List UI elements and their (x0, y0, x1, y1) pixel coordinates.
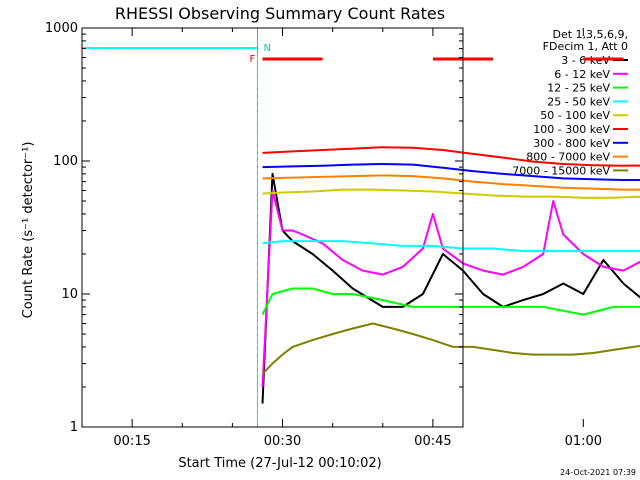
series-line-25-50 (262, 240, 640, 253)
series-line-12-25 (261, 287, 640, 316)
legend-header-line-1: Det 1,3,5,6,9, (552, 28, 628, 41)
night-label: N (263, 43, 270, 54)
series-line-300-800 (262, 163, 640, 181)
chart-title: RHESSI Observing Summary Count Rates (115, 4, 445, 23)
series-line-6-12 (261, 189, 640, 388)
legend-entry-label: 300 - 800 keV (533, 137, 610, 150)
x-tick-label: 00:30 (264, 434, 301, 449)
legend-entry-label: 100 - 300 keV (533, 123, 610, 136)
legend-entry-label: 6 - 12 keV (554, 68, 610, 81)
legend-entry-label: 12 - 25 keV (547, 82, 610, 95)
series-line-3-6 (261, 172, 640, 404)
y-tick-label: 1 (70, 420, 78, 435)
series-line-800-7000 (262, 174, 640, 191)
timestamp: 24-Oct-2021 07:39 (560, 468, 636, 477)
y-tick-label: 1000 (45, 21, 78, 36)
x-axis-label: Start Time (27-Jul-12 00:10:02) (178, 456, 381, 471)
y-axis-label: Count Rate (s⁻¹ detector⁻¹) (21, 142, 36, 319)
legend-header-line-2: FDecim 1, Att 0 (543, 40, 628, 53)
x-tick-label: 01:00 (565, 434, 602, 449)
legend-entry-label: 7000 - 15000 keV (512, 164, 610, 177)
legend: Det 1,3,5,6,9, FDecim 1, Att 0 3 - 6 keV… (512, 28, 628, 177)
x-tick-label: 00:45 (414, 434, 451, 449)
y-tick-label: 100 (53, 154, 78, 169)
flare-label: F (249, 54, 255, 65)
y-tick-label: 10 (61, 287, 78, 302)
series-line-100-300 (262, 146, 640, 167)
legend-entry-label: 50 - 100 keV (540, 109, 610, 122)
plot-frame (81, 27, 464, 428)
series-line-7000-15000 (261, 322, 640, 375)
series-line-50-100 (262, 188, 640, 199)
x-tick-label: 00:15 (113, 434, 150, 449)
legend-entry-label: 25 - 50 keV (547, 95, 610, 108)
legend-entry-label: 800 - 7000 keV (526, 151, 610, 164)
